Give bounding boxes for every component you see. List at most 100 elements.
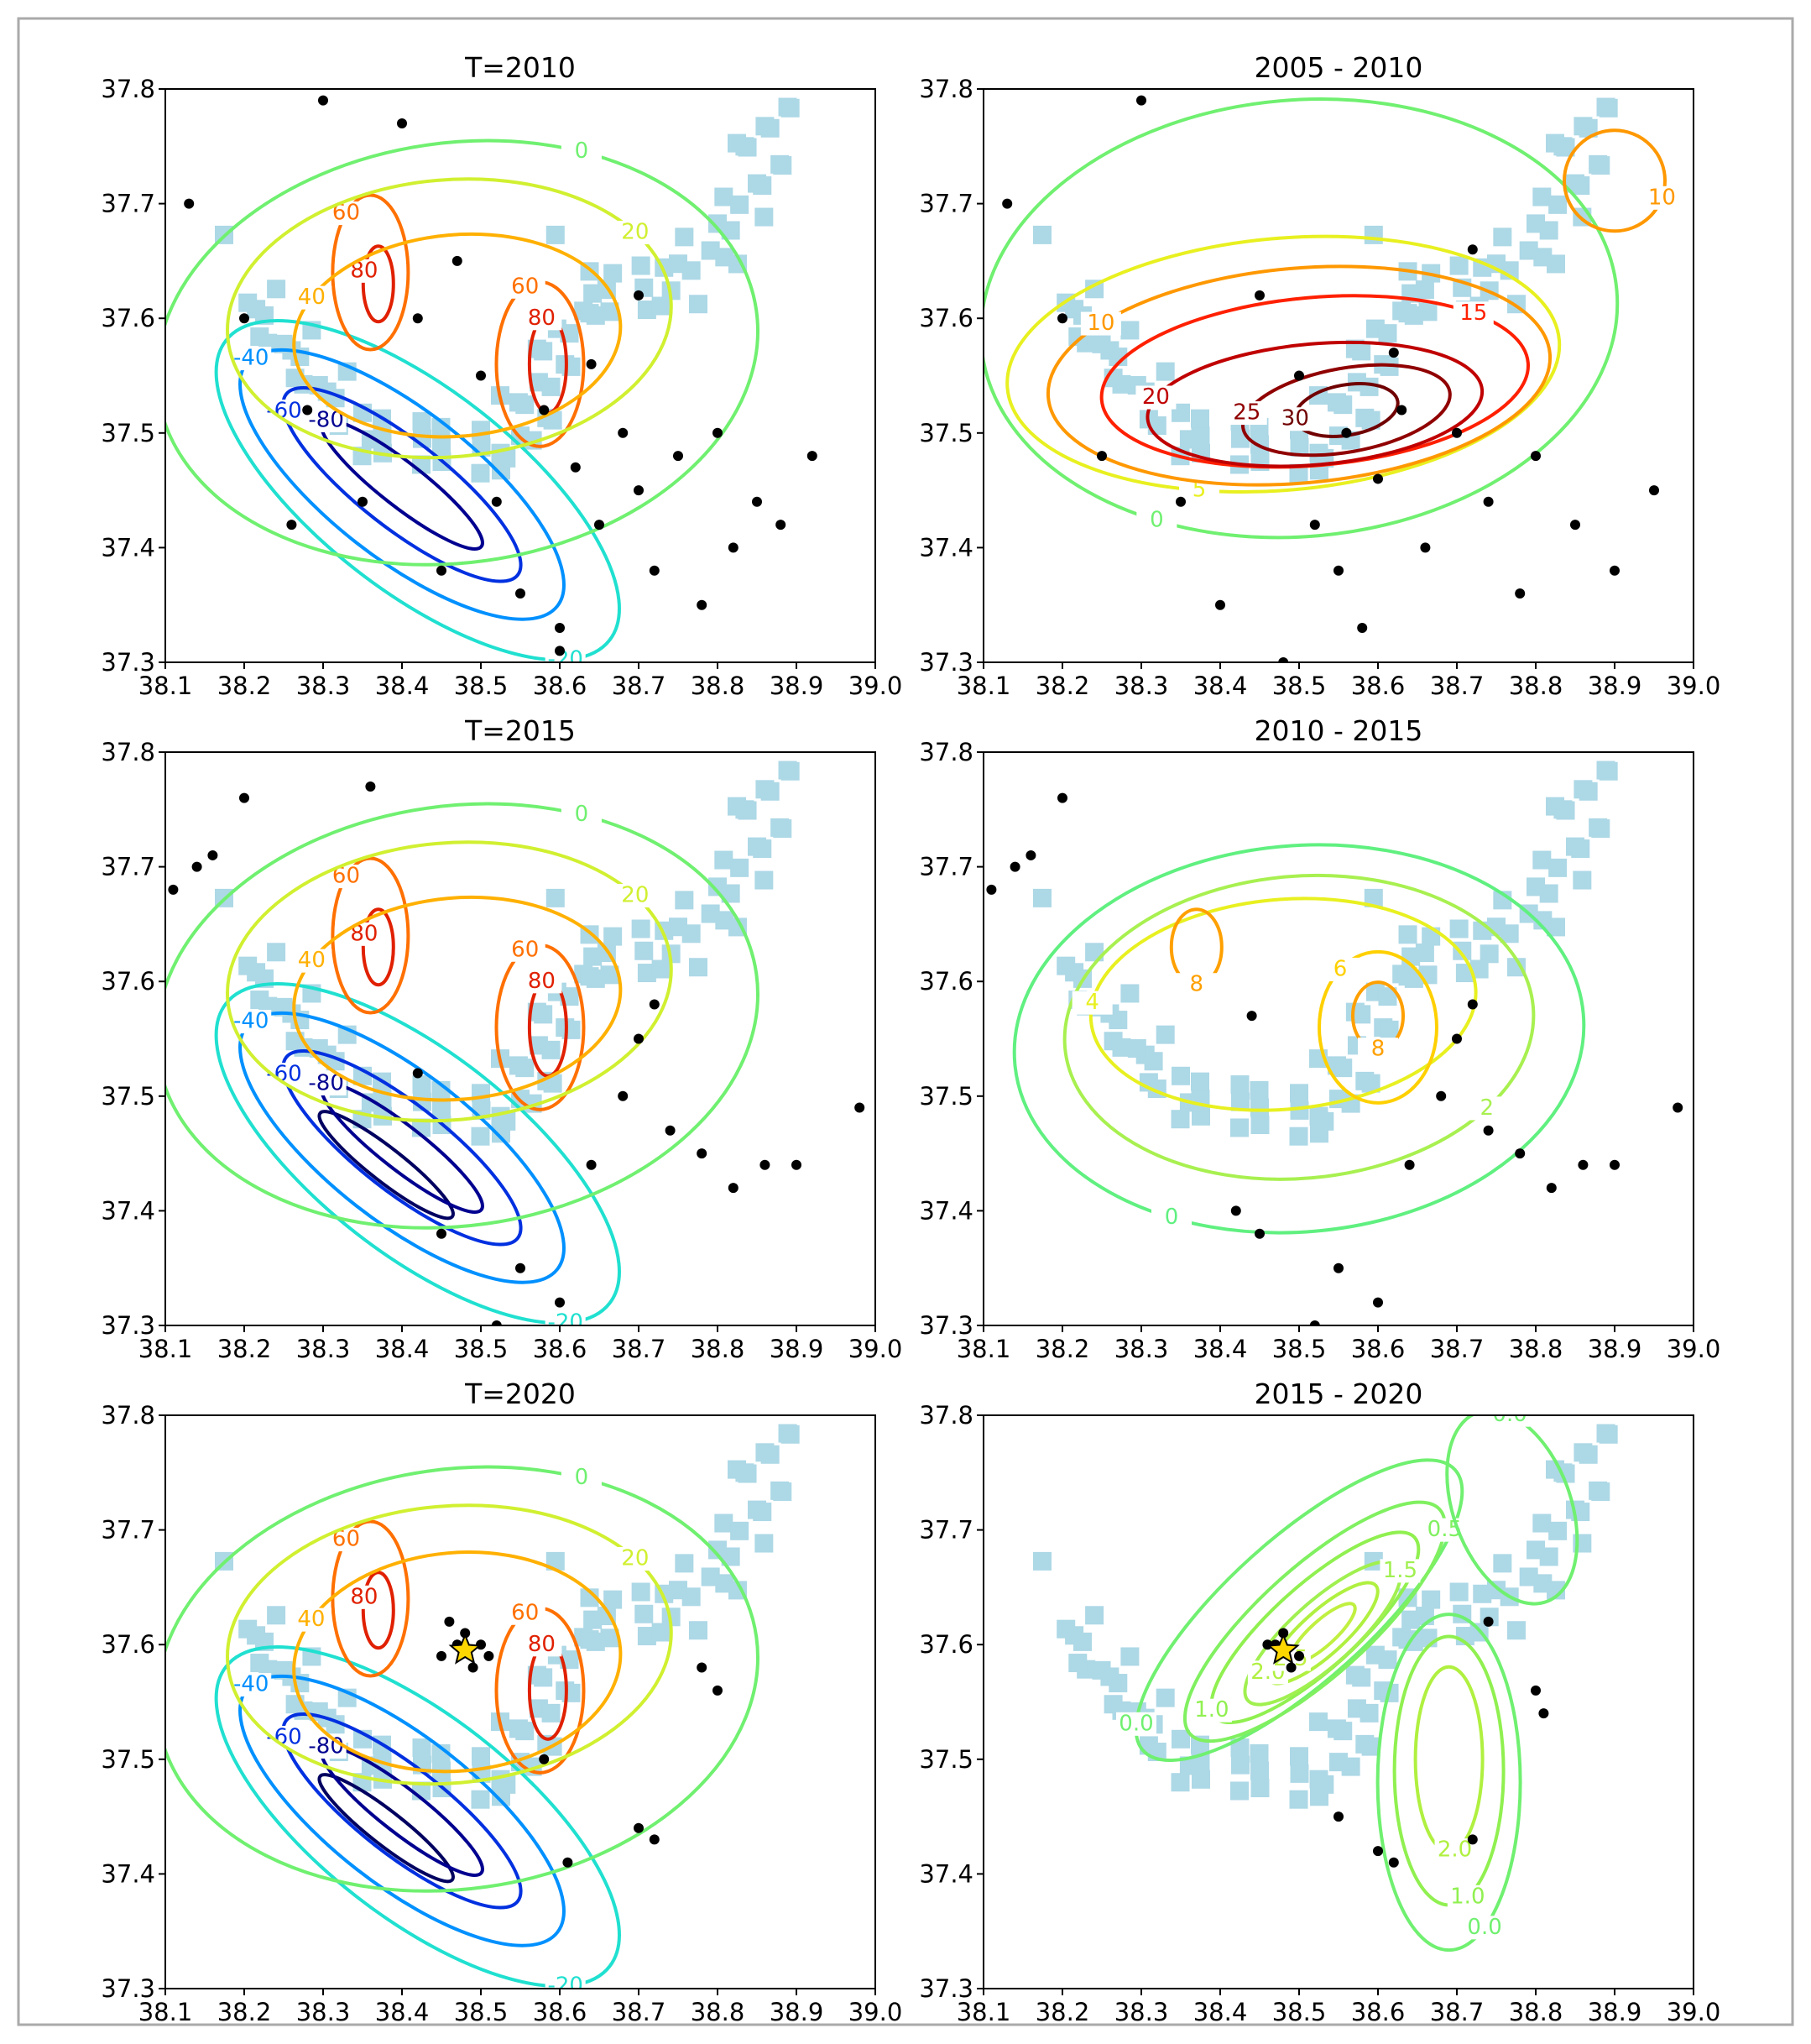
fault-cell	[600, 302, 619, 321]
x-tick-label: 38.5	[454, 672, 509, 700]
y-tick-label: 37.8	[101, 75, 155, 103]
contour-label: 40	[298, 948, 326, 973]
fault-cell	[634, 941, 654, 960]
event-point	[483, 1650, 494, 1661]
y-tick-label: 37.3	[101, 1311, 155, 1340]
x-tick-label: 38.6	[1351, 1335, 1406, 1363]
fault-cell	[1449, 256, 1469, 275]
contour-line	[226, 840, 673, 1123]
fault-cell	[1556, 138, 1575, 157]
event-point	[436, 1228, 446, 1239]
event-point	[570, 462, 581, 473]
event-point	[191, 861, 202, 872]
y-tick-label: 37.6	[101, 967, 155, 996]
fault-cell	[1092, 1660, 1111, 1680]
fault-cell	[651, 296, 671, 316]
label-bg	[1191, 1698, 1232, 1723]
label-bg	[231, 1010, 272, 1034]
x-tick-label: 39.0	[848, 1335, 903, 1363]
label-bg	[231, 347, 272, 371]
fault-cell	[701, 241, 720, 260]
y-tick-label: 37.7	[101, 190, 155, 218]
contour-label: 20	[621, 1546, 649, 1571]
contour-line	[1563, 128, 1667, 233]
y-tick-label: 37.5	[101, 1082, 155, 1111]
fault-cell	[412, 1075, 431, 1095]
y-tick-label: 37.8	[101, 1401, 155, 1430]
x-tick-label: 38.7	[1430, 1335, 1485, 1363]
y-tick-label: 37.4	[919, 533, 973, 562]
event-point	[1286, 1662, 1297, 1673]
event-point	[515, 588, 525, 599]
event-point	[365, 781, 376, 792]
fault-cell	[600, 1628, 619, 1648]
x-tick-label: 38.9	[770, 672, 824, 700]
label-bg	[504, 938, 545, 962]
axes-frame	[164, 1414, 876, 1989]
x-tick-label: 38.2	[217, 672, 272, 700]
fault-cell	[754, 1534, 774, 1553]
event-point	[491, 1320, 502, 1325]
contour-line	[317, 1110, 455, 1221]
fault-cell	[497, 1775, 516, 1794]
fault-cell	[730, 1521, 749, 1540]
fault-cell	[1571, 176, 1590, 196]
fault-cell	[1473, 1584, 1492, 1603]
fault-cell	[1191, 409, 1209, 428]
label-bg	[521, 306, 562, 331]
fault-cell	[1191, 1072, 1209, 1091]
fault-cell	[721, 884, 740, 903]
x-tick-label: 38.6	[533, 1998, 587, 2026]
event-point	[854, 1102, 865, 1113]
event-point	[1136, 95, 1146, 106]
plot-area: 0.00.51.01.52.02.50.01.02.00.0	[1033, 1415, 1618, 1953]
x-tick-label: 38.8	[691, 672, 745, 700]
contour-line	[214, 1645, 621, 1989]
fault-cell	[1599, 1425, 1618, 1444]
event-point	[397, 118, 407, 128]
fault-cell	[1599, 98, 1618, 118]
contour-line	[281, 1049, 523, 1247]
fault-cell	[1591, 156, 1610, 175]
fault-cell	[714, 187, 733, 206]
label-bg	[1176, 973, 1217, 997]
contour-line	[165, 802, 759, 1230]
fault-cell	[738, 1464, 757, 1483]
contour-line	[226, 1503, 673, 1786]
fault-cell	[701, 904, 720, 923]
label-bg	[290, 1607, 331, 1632]
contour-label: 10	[1648, 185, 1676, 210]
x-tick-label: 38.6	[533, 672, 587, 700]
x-tick-label: 38.1	[138, 672, 193, 700]
x-tick-label: 38.9	[1588, 672, 1642, 700]
fault-cell	[773, 156, 792, 175]
event-point	[1215, 599, 1225, 610]
x-tick-label: 39.0	[848, 672, 903, 700]
fault-cell	[1548, 1521, 1568, 1540]
event-point	[436, 1650, 446, 1661]
label-bg	[545, 1973, 586, 1989]
event-point	[634, 290, 644, 301]
fault-cell	[1290, 1764, 1309, 1783]
x-tick-label: 38.6	[1351, 672, 1406, 700]
contour-line	[1046, 264, 1553, 487]
fault-cell	[773, 819, 792, 839]
fault-cell	[631, 919, 650, 938]
x-tick-label: 38.1	[138, 1335, 193, 1363]
y-tick-label: 37.7	[101, 853, 155, 881]
panel-title: T=2010	[464, 51, 576, 84]
contour-line	[1005, 234, 1562, 494]
fault-cell	[583, 947, 603, 966]
contour-line	[165, 1465, 759, 1893]
fault-cell	[1341, 1757, 1360, 1776]
label-bg	[1115, 1712, 1156, 1736]
event-point	[1570, 520, 1580, 531]
event-point	[467, 1662, 478, 1673]
event-point	[697, 599, 707, 610]
event-point	[539, 1754, 550, 1764]
event-point	[515, 1262, 525, 1273]
event-point	[1420, 542, 1431, 553]
